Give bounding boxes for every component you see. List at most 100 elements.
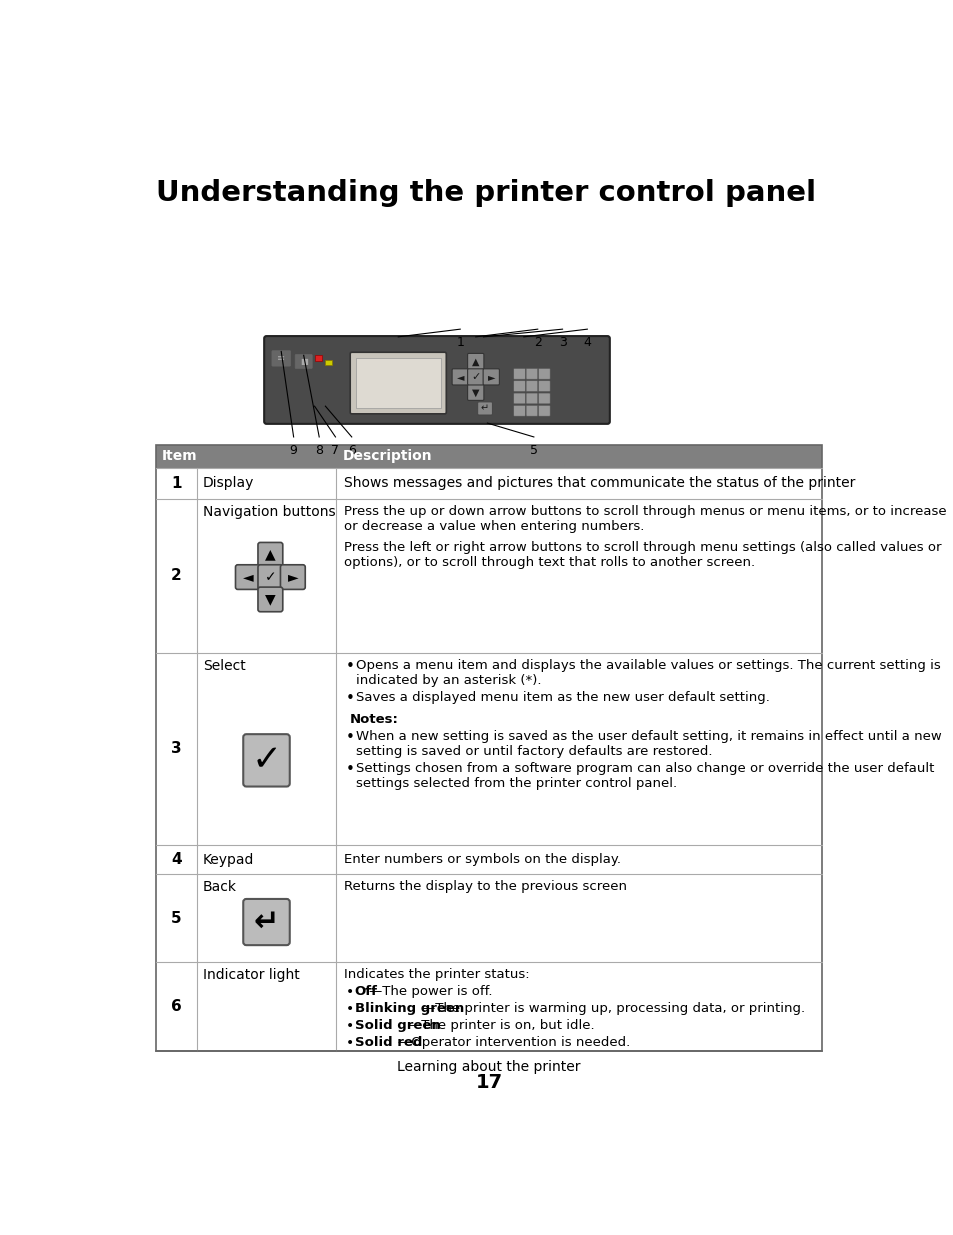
Text: •: •: [345, 986, 354, 999]
Text: Understanding the printer control panel: Understanding the printer control panel: [155, 179, 815, 207]
FancyBboxPatch shape: [482, 369, 498, 385]
Bar: [155, 445, 821, 468]
Text: Settings chosen from a software program can also change or override the user def: Settings chosen from a software program …: [355, 762, 933, 790]
Text: 4: 4: [583, 336, 591, 350]
Text: Back: Back: [203, 881, 236, 894]
FancyBboxPatch shape: [525, 368, 537, 379]
FancyBboxPatch shape: [477, 401, 492, 415]
Text: Returns the display to the previous screen: Returns the display to the previous scre…: [344, 881, 626, 893]
Text: •: •: [345, 1002, 354, 1016]
Text: —The printer is on, but idle.: —The printer is on, but idle.: [407, 1019, 594, 1032]
FancyBboxPatch shape: [513, 368, 525, 379]
Text: 2: 2: [534, 336, 541, 350]
Text: •: •: [345, 692, 355, 706]
FancyBboxPatch shape: [467, 353, 483, 369]
Text: 7: 7: [331, 443, 339, 457]
FancyBboxPatch shape: [264, 336, 609, 424]
FancyBboxPatch shape: [513, 393, 525, 404]
FancyBboxPatch shape: [467, 369, 483, 385]
Text: 3: 3: [558, 336, 566, 350]
Text: Solid green: Solid green: [355, 1019, 440, 1032]
FancyBboxPatch shape: [467, 384, 483, 400]
FancyBboxPatch shape: [294, 354, 312, 368]
Text: Display: Display: [203, 477, 254, 490]
Text: 5: 5: [171, 910, 181, 926]
Text: Item: Item: [162, 450, 197, 463]
Text: Learning about the printer: Learning about the printer: [396, 1060, 580, 1073]
Text: Indicator light: Indicator light: [203, 968, 299, 982]
Text: Solid red: Solid red: [355, 1036, 422, 1049]
Text: ▲: ▲: [472, 357, 479, 367]
FancyBboxPatch shape: [257, 587, 282, 611]
FancyBboxPatch shape: [537, 393, 550, 404]
FancyBboxPatch shape: [257, 564, 282, 589]
FancyBboxPatch shape: [350, 352, 446, 414]
Text: ▲: ▲: [265, 548, 275, 562]
FancyBboxPatch shape: [272, 351, 291, 366]
Text: ▼: ▼: [265, 593, 275, 606]
Text: ◄: ◄: [456, 372, 463, 382]
Bar: [325, 359, 332, 366]
Text: 6: 6: [171, 999, 181, 1014]
Text: •: •: [345, 1036, 354, 1050]
FancyBboxPatch shape: [513, 380, 525, 391]
Text: ◄: ◄: [242, 571, 253, 584]
Text: 8: 8: [314, 443, 323, 457]
FancyBboxPatch shape: [452, 369, 468, 385]
Text: ►: ►: [487, 372, 495, 382]
FancyBboxPatch shape: [513, 405, 525, 416]
Text: 17: 17: [475, 1073, 502, 1092]
Text: 2: 2: [171, 568, 181, 583]
Text: 9: 9: [290, 443, 297, 457]
Text: Opens a menu item and displays the available values or settings. The current set: Opens a menu item and displays the avail…: [355, 658, 940, 687]
Text: 6: 6: [348, 443, 355, 457]
FancyBboxPatch shape: [537, 380, 550, 391]
Text: Enter numbers or symbols on the display.: Enter numbers or symbols on the display.: [344, 853, 620, 866]
Text: •: •: [345, 730, 355, 745]
Text: •: •: [345, 658, 355, 674]
Text: •: •: [345, 762, 355, 777]
Text: ■: ■: [299, 357, 307, 366]
Text: ✓: ✓: [251, 743, 281, 777]
Text: Press the left or right arrow buttons to scroll through menu settings (also call: Press the left or right arrow buttons to…: [344, 541, 941, 569]
Text: ►: ►: [287, 571, 298, 584]
Text: Off: Off: [355, 986, 377, 998]
FancyBboxPatch shape: [235, 564, 260, 589]
Text: —The printer is warming up, processing data, or printing.: —The printer is warming up, processing d…: [421, 1002, 804, 1015]
Text: —The power is off.: —The power is off.: [369, 986, 493, 998]
Text: Select: Select: [203, 658, 246, 673]
FancyBboxPatch shape: [243, 734, 290, 787]
Text: 5: 5: [529, 443, 537, 457]
Text: ▼: ▼: [472, 388, 479, 398]
Bar: [314, 354, 321, 362]
Text: Blinking green: Blinking green: [355, 1002, 463, 1015]
Text: When a new setting is saved as the user default setting, it remains in effect un: When a new setting is saved as the user …: [355, 730, 941, 757]
Text: 4: 4: [171, 852, 181, 867]
Text: Press the up or down arrow buttons to scroll through menus or menu items, or to : Press the up or down arrow buttons to sc…: [344, 505, 945, 532]
Text: ✓: ✓: [471, 372, 480, 382]
Text: 1: 1: [456, 336, 464, 350]
Text: Keypad: Keypad: [203, 852, 254, 867]
Text: 3: 3: [171, 741, 181, 756]
FancyBboxPatch shape: [525, 380, 537, 391]
FancyBboxPatch shape: [280, 564, 305, 589]
Text: —Operator intervention is needed.: —Operator intervention is needed.: [397, 1036, 630, 1049]
FancyBboxPatch shape: [537, 405, 550, 416]
FancyBboxPatch shape: [537, 368, 550, 379]
Text: ↵: ↵: [253, 908, 279, 936]
Text: Indicates the printer status:: Indicates the printer status:: [344, 968, 529, 982]
FancyBboxPatch shape: [257, 542, 282, 567]
FancyBboxPatch shape: [243, 899, 290, 945]
Text: Notes:: Notes:: [349, 713, 398, 726]
Bar: [155, 445, 821, 1051]
Text: •: •: [345, 1019, 354, 1032]
Text: Saves a displayed menu item as the new user default setting.: Saves a displayed menu item as the new u…: [355, 692, 769, 704]
Bar: [355, 358, 440, 409]
Text: ↵: ↵: [480, 404, 489, 414]
Text: ✓: ✓: [264, 571, 276, 584]
Text: ≡: ≡: [277, 353, 285, 363]
Text: 1: 1: [171, 475, 181, 490]
Text: Navigation buttons: Navigation buttons: [203, 505, 335, 519]
FancyBboxPatch shape: [525, 405, 537, 416]
FancyBboxPatch shape: [525, 393, 537, 404]
